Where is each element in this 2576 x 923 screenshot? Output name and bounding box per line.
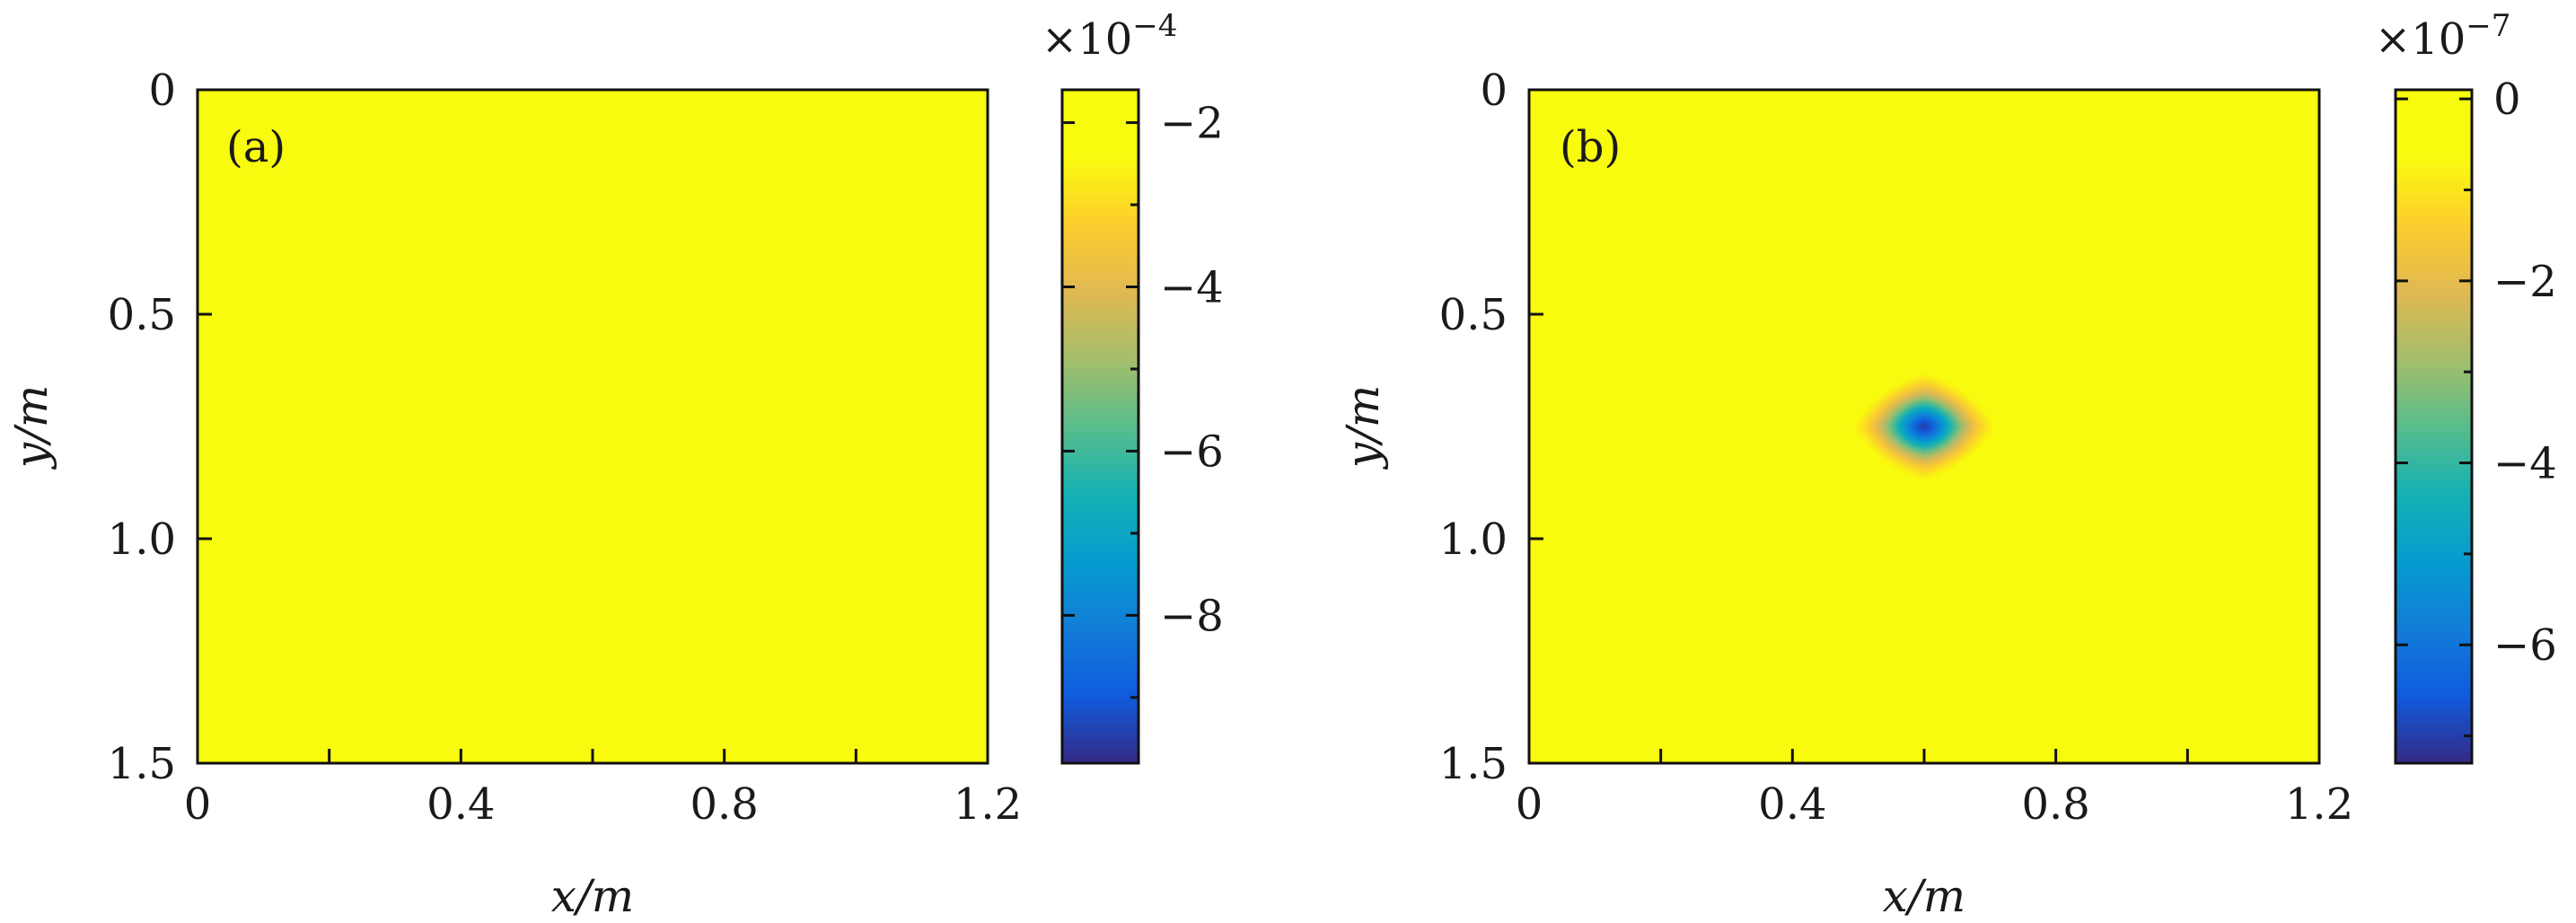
colorbar-tick-label: −2 (1160, 99, 1224, 149)
x-tick-label: 0.8 (2021, 779, 2089, 830)
y-tick-label: 0.5 (1439, 290, 1508, 340)
y-tick-label: 1.0 (1439, 514, 1508, 565)
panel-a: 0 0.4 0.8 1.200.51.01.5 (a) x/m y/m −2−4−6−… (5, 8, 1224, 922)
panel-label-b: (b) (1560, 122, 1621, 172)
colorbar-a (1062, 90, 1139, 763)
x-axis-label-a: x/m (551, 870, 634, 922)
heatmap-b (1529, 90, 2319, 763)
colorbar-multiplier-a: ×10−4 (1042, 8, 1177, 65)
y-tick-label: 0 (148, 66, 176, 116)
colorbar-b (2396, 90, 2472, 763)
y-tick-label: 1.0 (108, 514, 176, 565)
x-tick-label: 0.8 (690, 779, 758, 830)
x-tick-label: 0 (1516, 779, 1543, 830)
heatmap-a (198, 90, 988, 763)
x-tick-label: 0 (184, 779, 212, 830)
y-tick-label: 0 (1480, 66, 1508, 116)
panel-label-a: (a) (226, 122, 286, 172)
colorbar-tick-label: −2 (2493, 257, 2557, 307)
x-tick-label: 1.2 (954, 779, 1022, 830)
y-axis-label-a: y/m (5, 385, 57, 470)
colorbar-ticks-a: −2 −4 −6 −8 (1062, 99, 1224, 699)
x-tick-label: 0.4 (426, 779, 495, 830)
x-tick-label: 1.2 (2285, 779, 2353, 830)
ticks-a: 0 0.4 0.8 1.2 0 0.5 1.0 1.5 (108, 66, 1023, 830)
colorbar-tick-label: −6 (1160, 426, 1224, 477)
colorbar-tick-label: −6 (2493, 620, 2557, 671)
colorbar-tick-label: −4 (1160, 263, 1224, 313)
x-tick-label: 0.4 (1758, 779, 1826, 830)
colorbar-frame-b (2394, 88, 2474, 765)
y-tick-label: 0.5 (108, 290, 176, 340)
colorbar-tick-label: −4 (2493, 439, 2557, 489)
colorbar-frame-a (1060, 88, 1140, 765)
colorbar-tick-label: 0 (2493, 75, 2521, 125)
y-tick-label: 1.5 (1439, 739, 1508, 789)
y-axis-label-b: y/m (1337, 385, 1389, 470)
colorbar-tick-label: −8 (1160, 591, 1224, 641)
colorbar-multiplier-b: ×10−7 (2375, 8, 2510, 65)
ticks-b: 0 0.4 0.8 1.2 0 0.5 1.0 1.5 (1439, 66, 2354, 830)
colorbar-ticks-b: 0 −2 −4 −6 (2396, 75, 2557, 738)
panel-b: 0 0.4 0.8 1.2 0 0.5 1.0 1.5 (b) x/m y/m 0 −2 −4 −6… (1337, 8, 2557, 922)
y-tick-label: 1.5 (108, 739, 176, 789)
x-axis-label-b: x/m (1883, 870, 1965, 922)
